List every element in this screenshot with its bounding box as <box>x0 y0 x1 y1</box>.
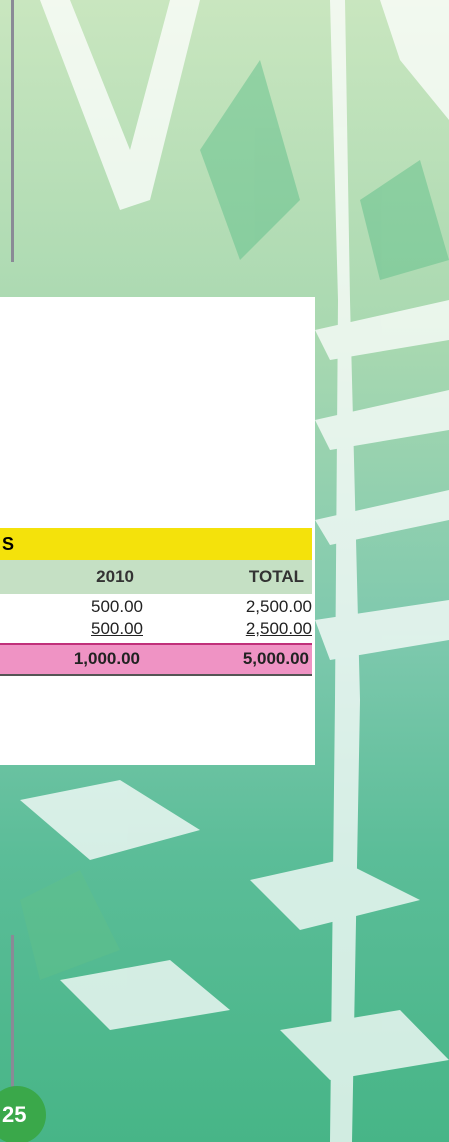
total-cell: 1,000.00 <box>74 649 140 669</box>
margin-rule <box>11 0 14 262</box>
title-band: S <box>0 528 312 560</box>
cell: 500.00 <box>91 597 143 617</box>
cell: 2,500.00 <box>246 597 312 617</box>
header-cell: TOTAL <box>249 567 304 587</box>
total-band: 1,000.00 5,000.00 <box>0 643 312 676</box>
header-cell: 2010 <box>96 567 134 587</box>
total-cell: 5,000.00 <box>243 649 309 669</box>
table-panel: S 2010 TOTAL 500.00 2,500.00 500.00 2,50… <box>0 297 315 765</box>
page: S 2010 TOTAL 500.00 2,500.00 500.00 2,50… <box>0 0 449 1142</box>
page-number: 25 <box>2 1102 26 1128</box>
margin-rule <box>11 935 14 1110</box>
header-band: 2010 TOTAL <box>0 560 312 594</box>
cell: 2,500.00 <box>246 619 312 639</box>
table-title: S <box>2 534 14 555</box>
cell: 500.00 <box>91 619 143 639</box>
